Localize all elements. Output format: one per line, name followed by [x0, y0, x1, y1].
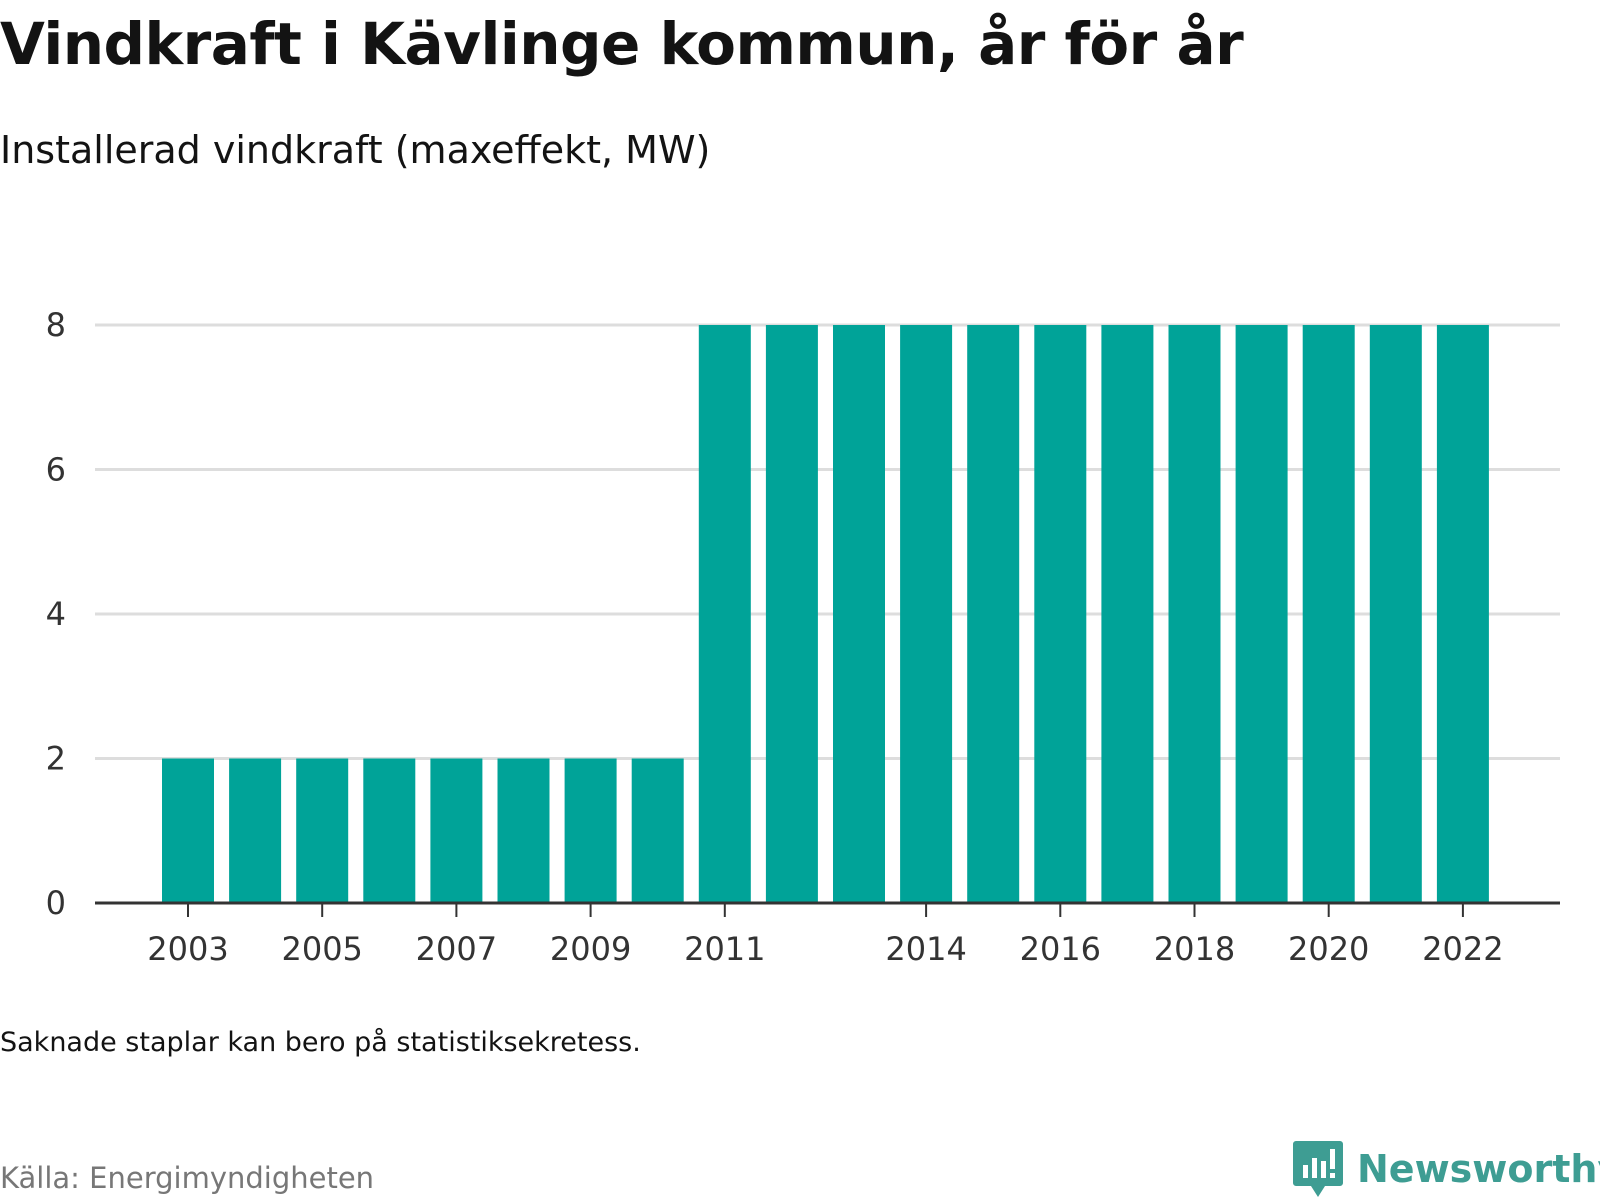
bar-2020 [1302, 325, 1355, 903]
x-tick-label: 2022 [1422, 930, 1503, 968]
x-tick-label: 2009 [550, 930, 631, 968]
bar-2019 [1235, 325, 1288, 903]
chart-title: Vindkraft i Kävlinge kommun, år för år [0, 10, 1244, 78]
bar-2007 [430, 758, 483, 903]
x-tick-label: 2020 [1288, 930, 1369, 968]
x-tick-label: 2014 [885, 930, 966, 968]
bar-2015 [967, 325, 1020, 903]
bar-2021 [1369, 325, 1422, 903]
bar-2011 [698, 325, 751, 903]
y-tick-label: 4 [46, 595, 66, 633]
bar-2004 [229, 758, 282, 903]
newsworthy-logo: Newsworthy [1293, 1141, 1600, 1197]
y-tick-label: 2 [46, 740, 66, 778]
bar-chart: 0 2 4 6 8 2003 2005 2007 2009 2011 2014 2016 2018 202… [46, 306, 1560, 968]
bar-2005 [296, 758, 349, 903]
bar-2006 [363, 758, 416, 903]
source-credit: Källa: Energimyndigheten [0, 1161, 375, 1195]
bar-2009 [564, 758, 617, 903]
bar-2010 [631, 758, 684, 903]
bar-2012 [765, 325, 818, 903]
bar-2003 [162, 758, 214, 903]
bar-2008 [497, 758, 550, 903]
chart-subtitle: Installerad vindkraft (maxeffekt, MW) [0, 128, 711, 172]
bar-2013 [833, 325, 885, 903]
bars [162, 325, 1489, 903]
footnote: Saknade staplar kan bero på statistiksek… [0, 1027, 641, 1058]
x-tick-label: 2016 [1020, 930, 1101, 968]
x-tick-label: 2003 [147, 930, 228, 968]
bar-2022 [1436, 325, 1489, 903]
x-tick-label: 2007 [416, 930, 497, 968]
x-tick-label: 2005 [281, 930, 362, 968]
bar-2017 [1101, 325, 1154, 903]
bar-2014 [900, 325, 953, 903]
y-tick-label: 0 [46, 884, 66, 922]
brand-name: Newsworthy [1357, 1147, 1600, 1191]
newsworthy-logo-icon [1293, 1141, 1343, 1197]
bar-2016 [1034, 325, 1087, 903]
x-tick-label: 2018 [1154, 930, 1235, 968]
x-tick-label: 2011 [684, 930, 765, 968]
y-tick-label: 6 [46, 451, 66, 489]
bar-2018 [1168, 325, 1221, 903]
y-tick-label: 8 [46, 306, 66, 344]
axes: 0 2 4 6 8 2003 2005 2007 2009 2011 2014 2016 2018 202… [46, 306, 1560, 968]
